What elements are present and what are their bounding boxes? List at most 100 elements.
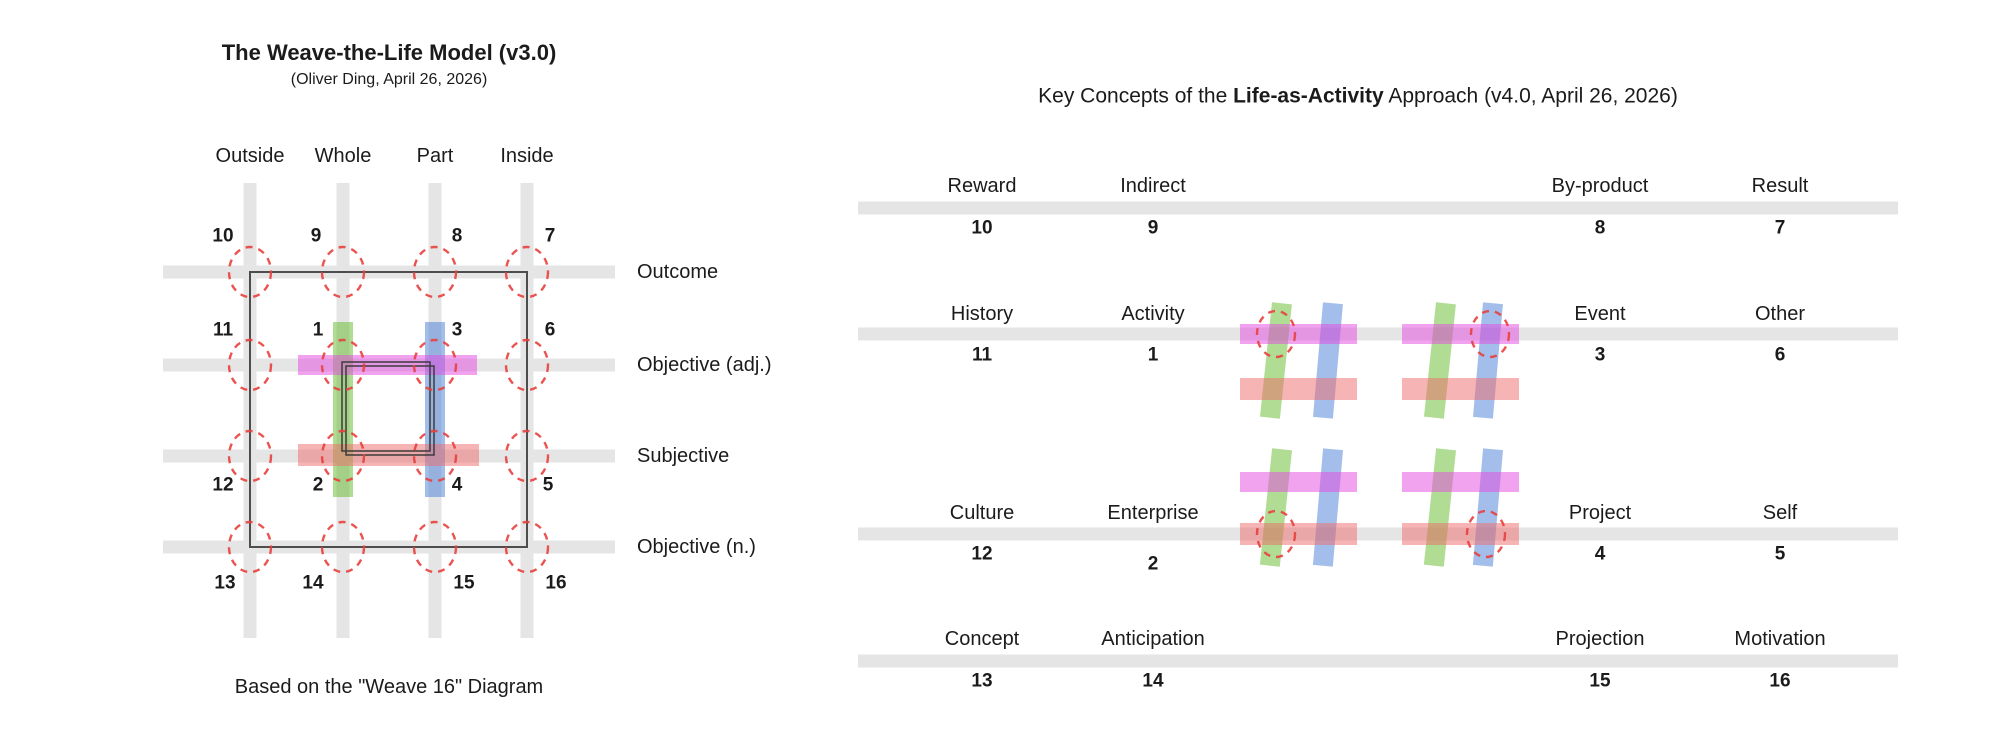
intersection-dashed-circle	[412, 429, 458, 483]
concept-number: 14	[1142, 670, 1164, 692]
concept-label: Result	[1751, 175, 1809, 197]
grid-number: 12	[212, 474, 234, 496]
column-label-outside: Outside	[215, 145, 285, 167]
grid-number: 5	[542, 474, 554, 496]
concept-label: History	[950, 303, 1014, 325]
concept-label: Projection	[1555, 628, 1645, 650]
warp-bar-blue	[1472, 302, 1503, 419]
warp-bar-green	[1423, 448, 1457, 567]
concept-label: Indirect	[1120, 175, 1186, 197]
intersection-dashed-circle	[412, 338, 458, 392]
row-label-outcome: Outcome	[637, 261, 719, 283]
concept-label: Enterprise	[1107, 502, 1199, 524]
intersection-dashed-circle	[1255, 309, 1297, 359]
concept-row-bar	[858, 201, 1898, 215]
grid-number: 16	[545, 572, 567, 594]
warp-bar-green	[333, 322, 353, 497]
right-title-pre: Key Concepts of the	[1038, 84, 1234, 108]
left-diagram-subtitle: (Oliver Ding, April 26, 2026)	[290, 71, 488, 88]
intersection-dashed-circle	[227, 520, 273, 574]
grid-number: 1	[312, 319, 324, 341]
concept-label: Motivation	[1734, 628, 1826, 650]
concept-number: 5	[1774, 543, 1786, 565]
concept-number: 13	[971, 670, 993, 692]
grid-number: 9	[310, 225, 322, 247]
concept-number: 7	[1774, 217, 1786, 239]
warp-bar-blue	[1472, 448, 1504, 567]
grid-number: 3	[451, 319, 463, 341]
weft-bar-red	[1240, 523, 1357, 545]
concept-number: 1	[1147, 344, 1159, 366]
concept-rows-graphics	[858, 201, 1898, 668]
concept-number: 3	[1594, 344, 1606, 366]
right-diagram-title: Key Concepts of the Life-as-Activity App…	[1038, 86, 1678, 107]
warp-bar-green	[1259, 302, 1292, 419]
intersection-dashed-circle	[1465, 509, 1507, 559]
row-label-objective-n: Objective (n.)	[637, 536, 756, 558]
warp-bar-blue	[1312, 448, 1344, 567]
weave-grid	[163, 183, 615, 638]
concept-label: Other	[1754, 303, 1806, 325]
weft-bar-magenta	[1240, 472, 1357, 492]
concept-row-bar	[858, 654, 1898, 668]
concept-label: Concept	[944, 628, 1020, 650]
intersection-dashed-circle	[504, 520, 550, 574]
warp-bar-blue	[425, 322, 445, 497]
weft-bar-magenta	[1402, 472, 1519, 492]
concept-number: 15	[1589, 670, 1611, 692]
intersection-dashed-circle	[412, 520, 458, 574]
grid-number: 10	[212, 225, 234, 247]
intersection-dashed-circle	[227, 338, 273, 392]
concept-row-bar	[858, 527, 1898, 541]
concept-number: 2	[1147, 553, 1159, 575]
column-label-inside: Inside	[500, 145, 554, 167]
concept-label: Reward	[947, 175, 1017, 197]
intersection-dashed-circle	[504, 338, 550, 392]
intersection-dashed-circle	[504, 429, 550, 483]
concept-number: 16	[1769, 670, 1791, 692]
weft-bar-red	[1240, 378, 1357, 400]
concept-row-bar	[858, 327, 1898, 341]
inner-square-rect	[345, 365, 435, 456]
row-label-objective-adj: Objective (adj.)	[637, 354, 772, 376]
weft-bar-magenta	[1402, 324, 1519, 344]
inner-square-rect	[341, 361, 431, 452]
row-label-subjective: Subjective	[637, 445, 730, 467]
concept-label: Project	[1568, 502, 1632, 524]
grid-number: 14	[302, 572, 324, 594]
right-title-post: Approach (v4.0, April 26, 2026)	[1383, 84, 1678, 108]
concept-number: 11	[971, 344, 993, 366]
column-label-whole: Whole	[314, 145, 372, 167]
concept-number: 6	[1774, 344, 1786, 366]
warp-bar-blue	[1312, 302, 1343, 419]
concept-number: 8	[1594, 217, 1606, 239]
concept-label: Anticipation	[1101, 628, 1205, 650]
grid-number: 8	[451, 225, 463, 247]
weft-bar-red	[1402, 378, 1519, 400]
intersection-dashed-circle	[504, 245, 550, 299]
intersection-dashed-circle	[1469, 309, 1511, 359]
right-title-bold: Life-as-Activity	[1233, 84, 1384, 108]
grid-number: 11	[212, 319, 234, 341]
weft-bar-red	[1402, 523, 1519, 545]
intersection-dashed-circle	[320, 429, 366, 483]
grid-number: 13	[214, 572, 236, 594]
weave-motif	[1402, 302, 1519, 419]
intersection-dashed-circle	[320, 245, 366, 299]
intersection-dashed-circle	[227, 245, 273, 299]
grid-number: 7	[544, 225, 556, 247]
intersection-dashed-circle	[412, 245, 458, 299]
grid-number: 4	[451, 474, 463, 496]
weft-bar-magenta	[298, 355, 477, 375]
weave-motif	[1240, 448, 1357, 567]
intersection-dashed-circle	[320, 338, 366, 392]
weft-bar-magenta	[1240, 324, 1357, 344]
concept-label: Activity	[1121, 303, 1185, 325]
intersection-dashed-circle	[227, 429, 273, 483]
warp-bar-green	[1259, 448, 1293, 567]
weave-motif	[1402, 448, 1519, 567]
intersection-markers	[227, 245, 550, 574]
grid-number: 2	[312, 474, 324, 496]
